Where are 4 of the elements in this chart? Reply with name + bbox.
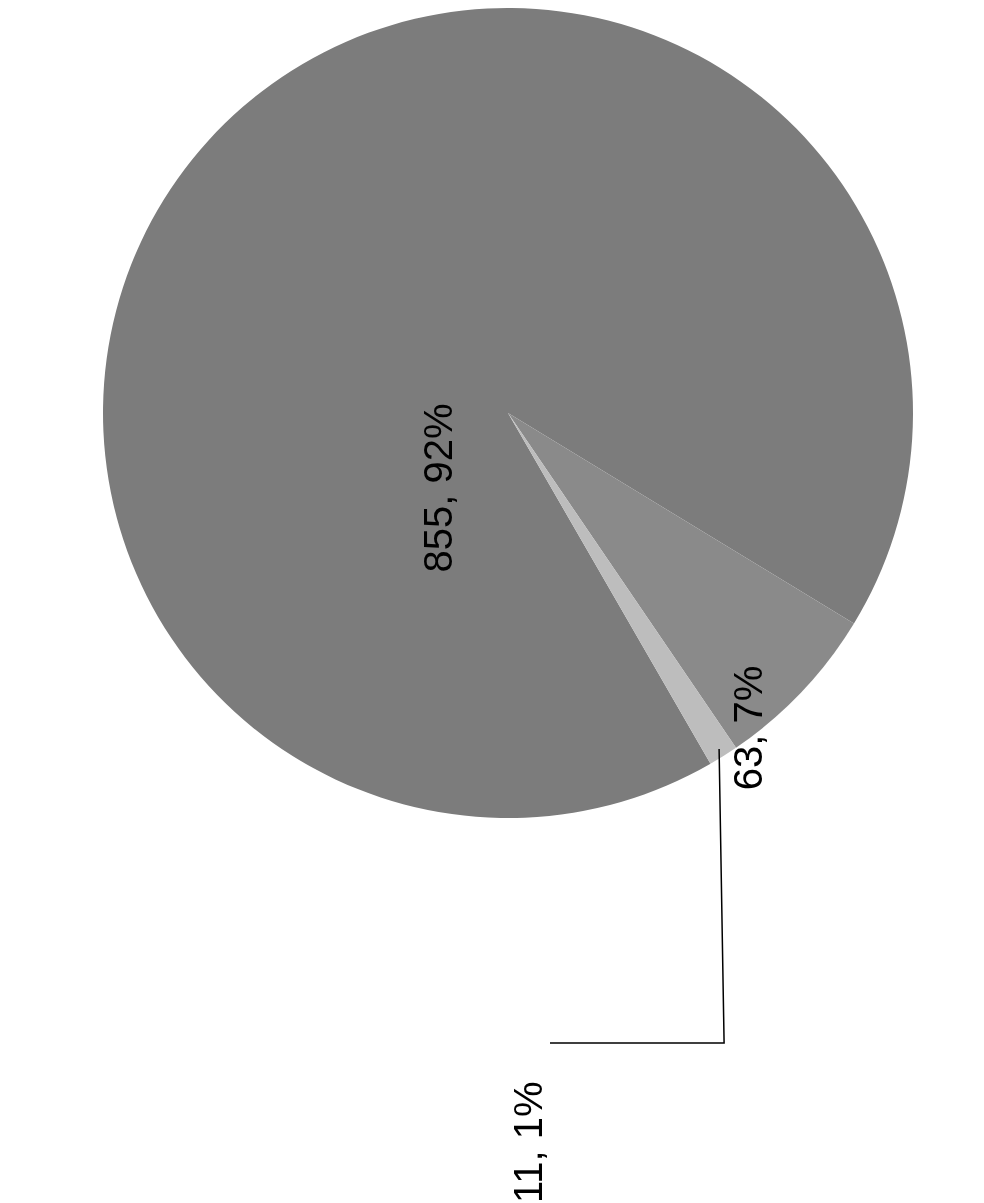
data-label: 855, 92% <box>416 403 460 573</box>
pie-slice <box>103 8 913 818</box>
data-label: 11, 1% <box>506 1081 550 1203</box>
data-label: 63, 7% <box>726 665 770 791</box>
